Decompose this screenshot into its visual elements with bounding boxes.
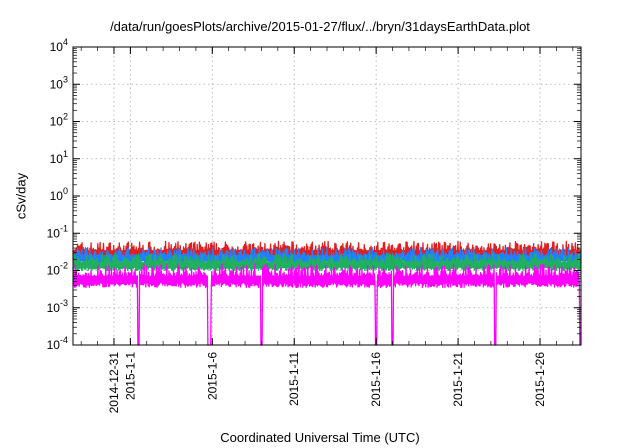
x-tick-label: 2015-1-21: [451, 352, 465, 407]
y-tick-label: 101: [50, 149, 68, 166]
series-layer: [72, 240, 582, 346]
y-tick-label: 102: [50, 112, 68, 129]
y-tick-label: 10-2: [47, 261, 68, 278]
x-tick-label: 2015-1-16: [369, 352, 383, 407]
y-tick-label: 10-1: [47, 223, 68, 240]
y-tick-label: 10-3: [47, 298, 68, 315]
plot-frame: [72, 46, 582, 346]
y-axis: 10-4 10-3 10-2 10-1 100 101 102 103 104: [47, 37, 581, 352]
y-tick-label: 103: [50, 74, 68, 91]
y-tick-label: 104: [50, 37, 68, 54]
x-axis-label: Coordinated Universal Time (UTC): [220, 430, 420, 445]
x-tick-label: 2014-12-31: [107, 352, 121, 414]
series-line: [72, 253, 582, 272]
grid: [73, 47, 581, 345]
series-line: [72, 246, 582, 265]
x-tick-label: 2015-1-6: [205, 352, 219, 400]
x-tick-label: 2015-1-26: [533, 352, 547, 407]
y-tick-label: 10-4: [47, 335, 68, 352]
x-axis: 2014-12-31 2015-1-1 2015-1-6 2015-1-11 2015-…: [80, 47, 574, 414]
series-line: [72, 263, 582, 346]
chart-title: /data/run/goesPlots/archive/2015-01-27/f…: [110, 19, 530, 34]
x-tick-label: 2015-1-1: [123, 352, 137, 400]
y-axis-label: cSv/day: [13, 172, 29, 220]
x-tick-label: 2015-1-11: [287, 352, 301, 406]
y-tick-label: 100: [50, 186, 68, 203]
